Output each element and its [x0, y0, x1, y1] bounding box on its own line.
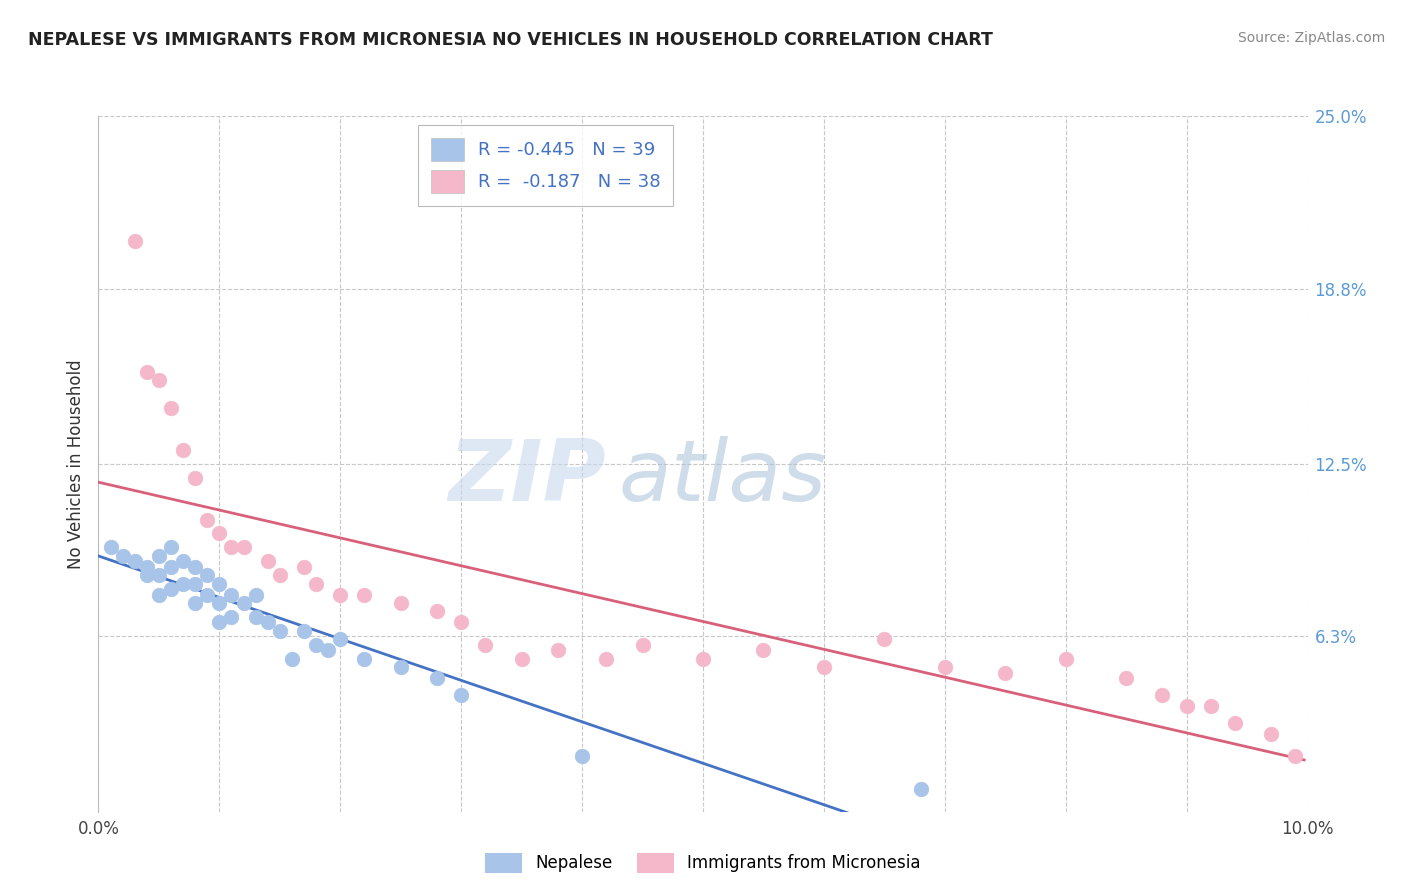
Point — [256, 554, 278, 568]
Point — [148, 549, 170, 563]
Point — [353, 588, 375, 602]
Point — [450, 688, 472, 702]
Point — [195, 512, 218, 526]
Point — [124, 554, 146, 568]
Point — [111, 549, 134, 563]
Point — [281, 651, 304, 665]
Text: NEPALESE VS IMMIGRANTS FROM MICRONESIA NO VEHICLES IN HOUSEHOLD CORRELATION CHAR: NEPALESE VS IMMIGRANTS FROM MICRONESIA N… — [28, 31, 993, 49]
Point — [135, 559, 157, 574]
Point — [160, 401, 183, 416]
Point — [571, 749, 593, 764]
Point — [160, 582, 183, 596]
Point — [184, 596, 207, 610]
Point — [135, 365, 157, 379]
Point — [184, 471, 207, 485]
Point — [221, 541, 243, 555]
Text: atlas: atlas — [619, 436, 827, 519]
Point — [910, 782, 932, 797]
Point — [813, 660, 835, 674]
Point — [184, 559, 207, 574]
Text: Source: ZipAtlas.com: Source: ZipAtlas.com — [1237, 31, 1385, 45]
Point — [1260, 727, 1282, 741]
Point — [232, 541, 254, 555]
Point — [172, 442, 194, 457]
Point — [1054, 651, 1077, 665]
Legend: R = -0.445   N = 39, R =  -0.187   N = 38: R = -0.445 N = 39, R = -0.187 N = 38 — [419, 125, 673, 206]
Text: ZIP: ZIP — [449, 436, 606, 519]
Point — [1223, 715, 1246, 730]
Point — [305, 576, 328, 591]
Point — [184, 576, 207, 591]
Point — [269, 624, 291, 638]
Point — [305, 638, 328, 652]
Point — [450, 615, 472, 630]
Point — [148, 373, 170, 387]
Point — [994, 665, 1017, 680]
Point — [1284, 749, 1306, 764]
Point — [172, 554, 194, 568]
Point — [256, 615, 278, 630]
Point — [269, 568, 291, 582]
Point — [752, 643, 775, 657]
Point — [245, 588, 267, 602]
Point — [148, 588, 170, 602]
Point — [316, 643, 339, 657]
Point — [389, 660, 412, 674]
Point — [426, 671, 449, 685]
Point — [124, 234, 146, 248]
Point — [160, 541, 183, 555]
Point — [208, 526, 231, 541]
Point — [329, 588, 352, 602]
Point — [631, 638, 654, 652]
Point — [1152, 688, 1174, 702]
Point — [160, 559, 183, 574]
Point — [195, 588, 218, 602]
Point — [595, 651, 617, 665]
Point — [1175, 698, 1198, 713]
Point — [292, 559, 315, 574]
Point — [232, 596, 254, 610]
Point — [873, 632, 896, 647]
Point — [208, 596, 231, 610]
Point — [172, 576, 194, 591]
Legend: Nepalese, Immigrants from Micronesia: Nepalese, Immigrants from Micronesia — [478, 847, 928, 880]
Point — [245, 610, 267, 624]
Point — [547, 643, 569, 657]
Point — [208, 615, 231, 630]
Point — [474, 638, 496, 652]
Point — [934, 660, 956, 674]
Point — [329, 632, 352, 647]
Point — [148, 568, 170, 582]
Point — [221, 610, 243, 624]
Point — [353, 651, 375, 665]
Point — [692, 651, 714, 665]
Point — [510, 651, 533, 665]
Point — [1115, 671, 1137, 685]
Point — [195, 568, 218, 582]
Point — [221, 588, 243, 602]
Point — [208, 576, 231, 591]
Point — [100, 541, 122, 555]
Y-axis label: No Vehicles in Household: No Vehicles in Household — [66, 359, 84, 569]
Point — [292, 624, 315, 638]
Point — [1199, 698, 1222, 713]
Point — [426, 604, 449, 618]
Point — [389, 596, 412, 610]
Point — [135, 568, 157, 582]
